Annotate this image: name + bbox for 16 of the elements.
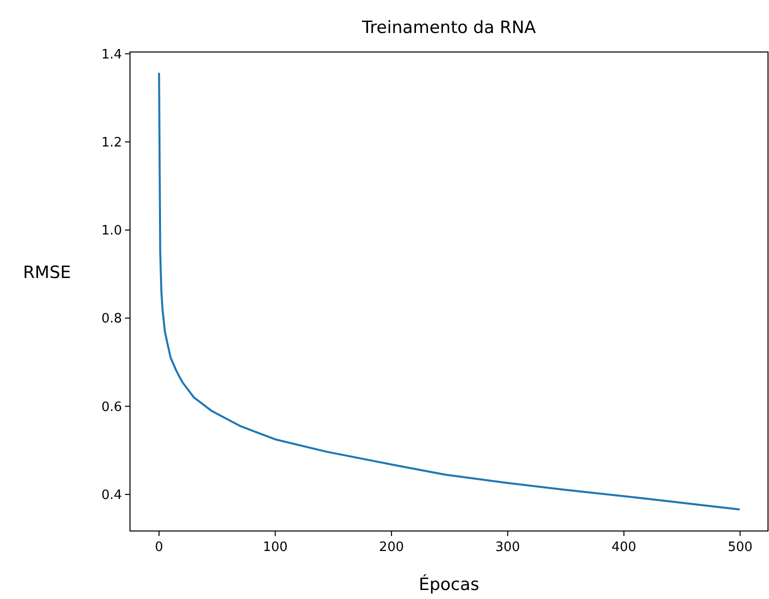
x-tick-label: 200 [379, 540, 404, 555]
y-tick-label: 0.8 [101, 312, 122, 327]
x-tick-label: 400 [611, 540, 636, 555]
chart-title: Treinamento da RNA [361, 18, 536, 38]
x-axis-title: Épocas [418, 574, 480, 595]
y-tick-label: 1.2 [101, 135, 122, 150]
x-tick-label: 300 [495, 540, 520, 555]
x-tick-label: 0 [154, 540, 164, 555]
y-axis-title: RMSE [22, 262, 72, 283]
y-tick-label: 0.4 [101, 488, 122, 503]
x-tick-label: 500 [728, 540, 753, 555]
y-tick-label: 1.0 [101, 224, 122, 239]
line-series [158, 72, 740, 510]
y-tick-label: 1.4 [101, 47, 122, 62]
y-tick-label: 0.6 [101, 400, 122, 415]
x-tick-label: 100 [262, 540, 288, 555]
